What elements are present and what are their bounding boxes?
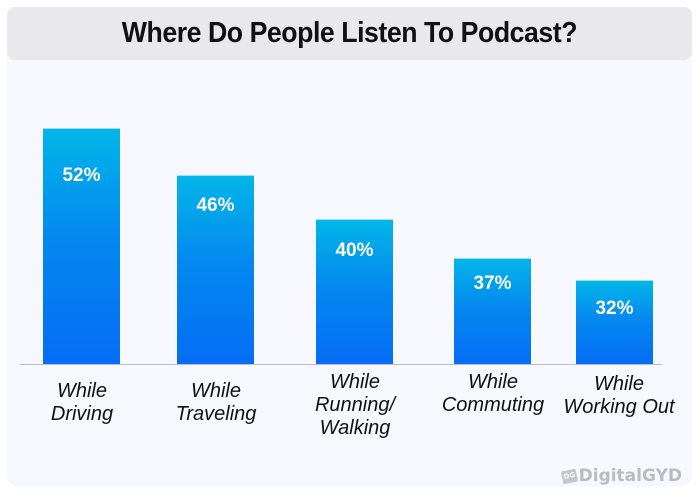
watermark-text: DigitalGYD bbox=[578, 466, 682, 486]
bar-value: 52% bbox=[62, 165, 101, 186]
label-line: While bbox=[329, 371, 380, 393]
bar-while-commuting: 37% bbox=[454, 258, 531, 365]
title-banner: Where Do People Listen To Podcast? bbox=[7, 7, 692, 60]
x-label-while-driving: While Driving bbox=[12, 380, 152, 426]
bar-value: 32% bbox=[595, 298, 634, 319]
label-line: Walking bbox=[319, 417, 391, 439]
bar-value: 37% bbox=[473, 273, 512, 294]
bar-while-working-out: 32% bbox=[576, 280, 653, 365]
bar-value: 40% bbox=[335, 240, 374, 261]
label-line: Traveling bbox=[175, 403, 257, 425]
x-label-while-commuting: While Commuting bbox=[423, 371, 563, 417]
label-line: Driving bbox=[50, 403, 114, 425]
digitalgyd-logo-icon: DG bbox=[560, 468, 578, 484]
label-line: Running/ bbox=[314, 394, 396, 416]
bar-while-running-walking: 40% bbox=[316, 219, 393, 365]
bar-while-traveling: 46% bbox=[177, 175, 254, 365]
x-axis-line bbox=[20, 364, 662, 365]
x-label-while-traveling: While Traveling bbox=[146, 380, 286, 426]
label-line: While bbox=[56, 380, 107, 402]
x-label-while-working-out: While Working Out bbox=[549, 373, 689, 419]
bar-value: 46% bbox=[196, 195, 235, 216]
bar-while-driving: 52% bbox=[43, 128, 120, 365]
chart-title: Where Do People Listen To Podcast? bbox=[121, 17, 578, 49]
label-line: While bbox=[593, 373, 644, 395]
label-line: Working Out bbox=[563, 396, 675, 418]
digitalgyd-watermark: DG DigitalGYD bbox=[560, 466, 682, 486]
label-line: Commuting bbox=[441, 394, 545, 416]
label-line: While bbox=[190, 380, 241, 402]
x-label-while-running-walking: While Running/ Walking bbox=[285, 371, 425, 440]
label-line: While bbox=[467, 371, 518, 393]
